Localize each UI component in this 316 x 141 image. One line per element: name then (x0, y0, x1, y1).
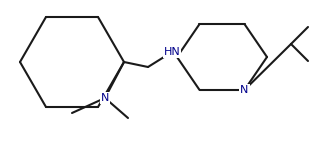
Text: HN: HN (164, 47, 180, 57)
Text: N: N (240, 85, 249, 95)
Text: N: N (101, 93, 109, 103)
